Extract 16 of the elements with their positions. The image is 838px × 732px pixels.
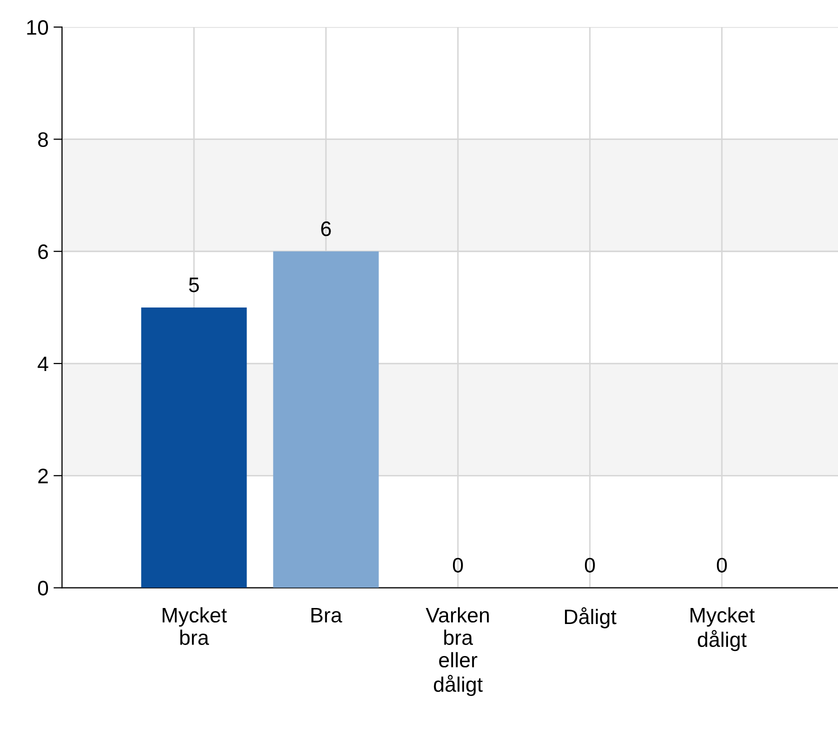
x-tick-label: Dåligt bbox=[564, 607, 616, 628]
x-tick-label: Varken bra eller dåligt bbox=[426, 607, 489, 696]
y-tick-label: 0 bbox=[38, 580, 48, 596]
y-tick-label: 2 bbox=[38, 468, 48, 484]
data-label: 5 bbox=[189, 278, 199, 292]
y-tick-label: 8 bbox=[38, 132, 48, 147]
y-tick-label: 10 bbox=[27, 20, 48, 35]
data-label: 0 bbox=[452, 558, 463, 573]
y-tick-label: 6 bbox=[38, 244, 48, 260]
x-tick-label: Mycket bra bbox=[162, 607, 227, 645]
y-tick-label: 4 bbox=[38, 356, 48, 372]
x-tick-label: Mycket dåligt bbox=[690, 607, 755, 652]
data-label: 6 bbox=[321, 221, 331, 236]
data-label: 0 bbox=[584, 558, 595, 573]
x-tick-label: Bra bbox=[311, 608, 342, 623]
data-label: 0 bbox=[716, 558, 727, 573]
